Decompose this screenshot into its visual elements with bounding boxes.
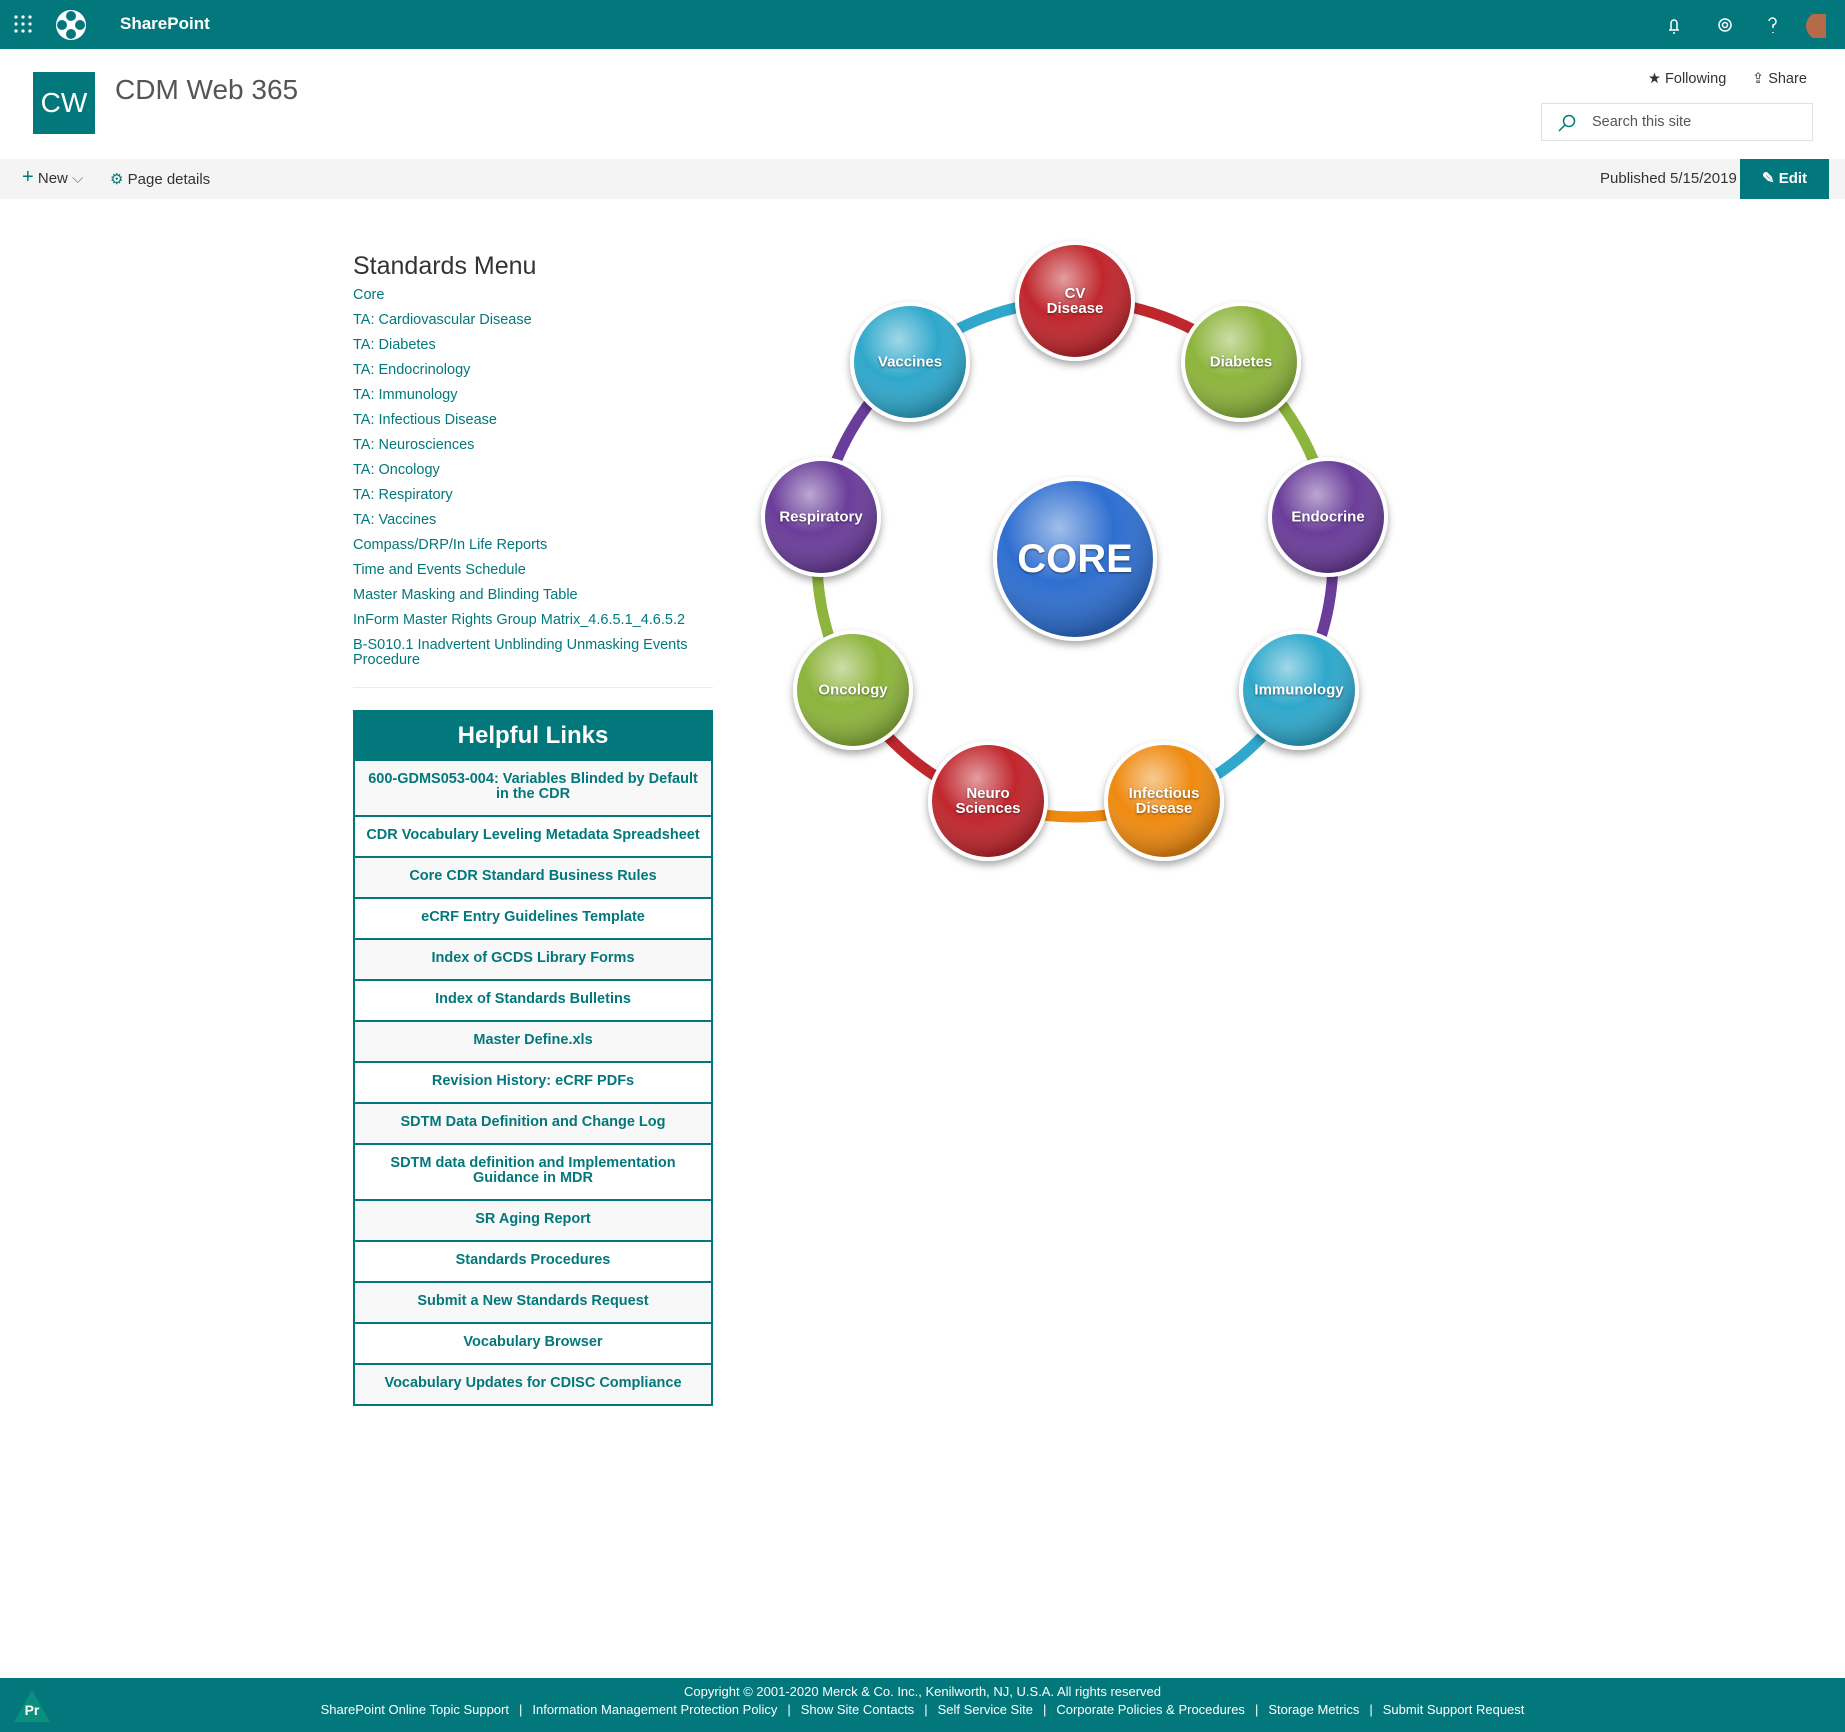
search-icon: [1558, 114, 1576, 132]
separator: |: [924, 1702, 928, 1717]
footer-link[interactable]: Self Service Site: [937, 1702, 1033, 1717]
footer: Copyright © 2001-2020 Merck & Co. Inc., …: [0, 1678, 1845, 1732]
menu-link[interactable]: TA: Vaccines: [353, 512, 437, 528]
site-title[interactable]: CDM Web 365: [115, 74, 299, 105]
node-label[interactable]: Neuro Sciences: [955, 785, 1021, 817]
core-node-shine: [997, 481, 1153, 637]
ta-node-shine: [797, 634, 909, 746]
menu-link[interactable]: TA: Endocrinology: [353, 362, 471, 378]
node-label[interactable]: Immunology: [1254, 681, 1344, 699]
standards-diagram: [761, 241, 1388, 861]
footer-link[interactable]: Show Site Contacts: [800, 1702, 915, 1717]
separator: |: [1042, 1702, 1047, 1717]
menu-link[interactable]: Time and Events Schedule: [353, 562, 526, 578]
helpful-link[interactable]: Revision History: eCRF PDFs: [355, 1061, 711, 1102]
helpful-link[interactable]: Index of GCDS Library Forms: [355, 938, 711, 979]
ta-node-shine: [854, 306, 966, 418]
ta-node-shine: [1272, 461, 1384, 573]
menu-link[interactable]: B-S010.1 Inadvertent Unblinding Unmaskin…: [353, 637, 688, 668]
new-label[interactable]: New: [37, 170, 68, 187]
ta-node-shine: [1108, 745, 1220, 857]
separator: |: [1254, 1702, 1259, 1717]
menu-link[interactable]: TA: Oncology: [353, 462, 440, 478]
ta-node-shine: [1019, 245, 1131, 357]
helpful-link[interactable]: Index of Standards Bulletins: [355, 979, 711, 1020]
helpful-link[interactable]: Core CDR Standard Business Rules: [355, 856, 711, 897]
copyright: Copyright © 2001-2020 Merck & Co. Inc., …: [683, 1684, 1162, 1699]
separator: |: [518, 1702, 523, 1717]
menu-title: Standards Menu: [353, 252, 537, 280]
helpful-link[interactable]: SR Aging Report: [355, 1199, 711, 1240]
helpful-link[interactable]: Vocabulary Updates for CDISC Compliance: [355, 1363, 711, 1404]
search-box[interactable]: Search this site: [1541, 103, 1813, 141]
menu-link[interactable]: TA: Cardiovascular Disease: [353, 312, 532, 328]
ta-node-shine: [1185, 306, 1297, 418]
published-status: Published 5/15/2019: [1600, 170, 1737, 187]
edit-label[interactable]: Edit: [1778, 170, 1808, 187]
footer-link[interactable]: Submit Support Request: [1382, 1702, 1525, 1717]
menu-link[interactable]: TA: Immunology: [353, 387, 458, 403]
search-placeholder: Search this site: [1592, 114, 1692, 130]
page-details-button[interactable]: ⚙ Page details: [110, 171, 211, 188]
footer-links: SharePoint Online Topic Support | Informat…: [0, 1702, 1845, 1717]
helpful-links-title: Helpful Links: [355, 712, 711, 759]
share-button[interactable]: ⇪ Share: [1752, 71, 1807, 87]
helpful-links: Helpful Links 600-GDMS053-004: Variables…: [353, 710, 713, 1406]
node-label[interactable]: Endocrine: [1291, 508, 1365, 526]
command-bar: + New ⌵ ⚙ Page details Published 5/15/20…: [0, 159, 1845, 199]
menu-link[interactable]: TA: Respiratory: [353, 487, 453, 503]
divider: [353, 687, 713, 688]
menu-link[interactable]: Master Masking and Blinding Table: [353, 587, 578, 603]
ta-node-shine: [1243, 634, 1355, 746]
node-label[interactable]: Respiratory: [779, 508, 863, 526]
menu-link[interactable]: TA: Neurosciences: [353, 437, 475, 453]
helpful-link[interactable]: SDTM Data Definition and Change Log: [355, 1102, 711, 1143]
menu-link[interactable]: Compass/DRP/In Life Reports: [353, 537, 548, 553]
helpful-link[interactable]: Vocabulary Browser: [355, 1322, 711, 1363]
node-label[interactable]: Diabetes: [1209, 353, 1273, 371]
footer-link[interactable]: Information Management Protection Policy: [532, 1702, 778, 1717]
ta-node-shine: [765, 461, 877, 573]
topbar-icons: [1669, 14, 1826, 38]
node-label[interactable]: Oncology: [818, 681, 888, 699]
footer-link[interactable]: Storage Metrics: [1268, 1702, 1360, 1717]
menu-link[interactable]: TA: Diabetes: [353, 337, 436, 353]
company-logo[interactable]: [55, 9, 87, 41]
helpful-link[interactable]: CDR Vocabulary Leveling Metadata Spreads…: [355, 815, 711, 856]
app-launcher[interactable]: [14, 15, 32, 33]
menu-link[interactable]: Core: [353, 287, 385, 303]
core-label[interactable]: CORE: [1017, 537, 1133, 581]
follow-button[interactable]: ★ Following: [1648, 71, 1727, 87]
node-label[interactable]: Vaccines: [877, 353, 943, 371]
badge-text: Pr: [25, 1702, 40, 1718]
follow-label[interactable]: Following: [1665, 71, 1727, 87]
footer-link[interactable]: Corporate Policies & Procedures: [1056, 1702, 1245, 1717]
node-label[interactable]: CV Disease: [1046, 285, 1104, 317]
suite-bar: SharePoint: [0, 0, 1845, 49]
share-label[interactable]: Share: [1768, 71, 1807, 87]
helpful-link[interactable]: Master Define.xls: [355, 1020, 711, 1061]
separator: |: [1369, 1702, 1373, 1717]
helpful-link[interactable]: SDTM data definition and Implementation …: [355, 1143, 711, 1199]
menu-link[interactable]: TA: Infectious Disease: [353, 412, 497, 428]
separator: |: [787, 1702, 791, 1717]
node-label[interactable]: Infectious Disease: [1128, 785, 1200, 817]
footer-badge[interactable]: Pr: [12, 1688, 52, 1724]
edit-button[interactable]: ✎ Edit: [1740, 159, 1829, 199]
page-details-label[interactable]: Page details: [127, 171, 211, 188]
helpful-link[interactable]: Submit a New Standards Request: [355, 1281, 711, 1322]
app-name[interactable]: SharePoint: [120, 14, 210, 33]
site-logo[interactable]: CW: [33, 72, 95, 134]
helpful-link[interactable]: 600-GDMS053-004: Variables Blinded by De…: [355, 759, 711, 815]
helpful-link[interactable]: Standards Procedures: [355, 1240, 711, 1281]
helpful-link[interactable]: eCRF Entry Guidelines Template: [355, 897, 711, 938]
new-button[interactable]: + New ⌵: [22, 166, 84, 188]
ta-node-shine: [932, 745, 1044, 857]
menu-link[interactable]: InForm Master Rights Group Matrix_4.6.5.…: [353, 612, 686, 628]
footer-link[interactable]: SharePoint Online Topic Support: [320, 1702, 509, 1717]
